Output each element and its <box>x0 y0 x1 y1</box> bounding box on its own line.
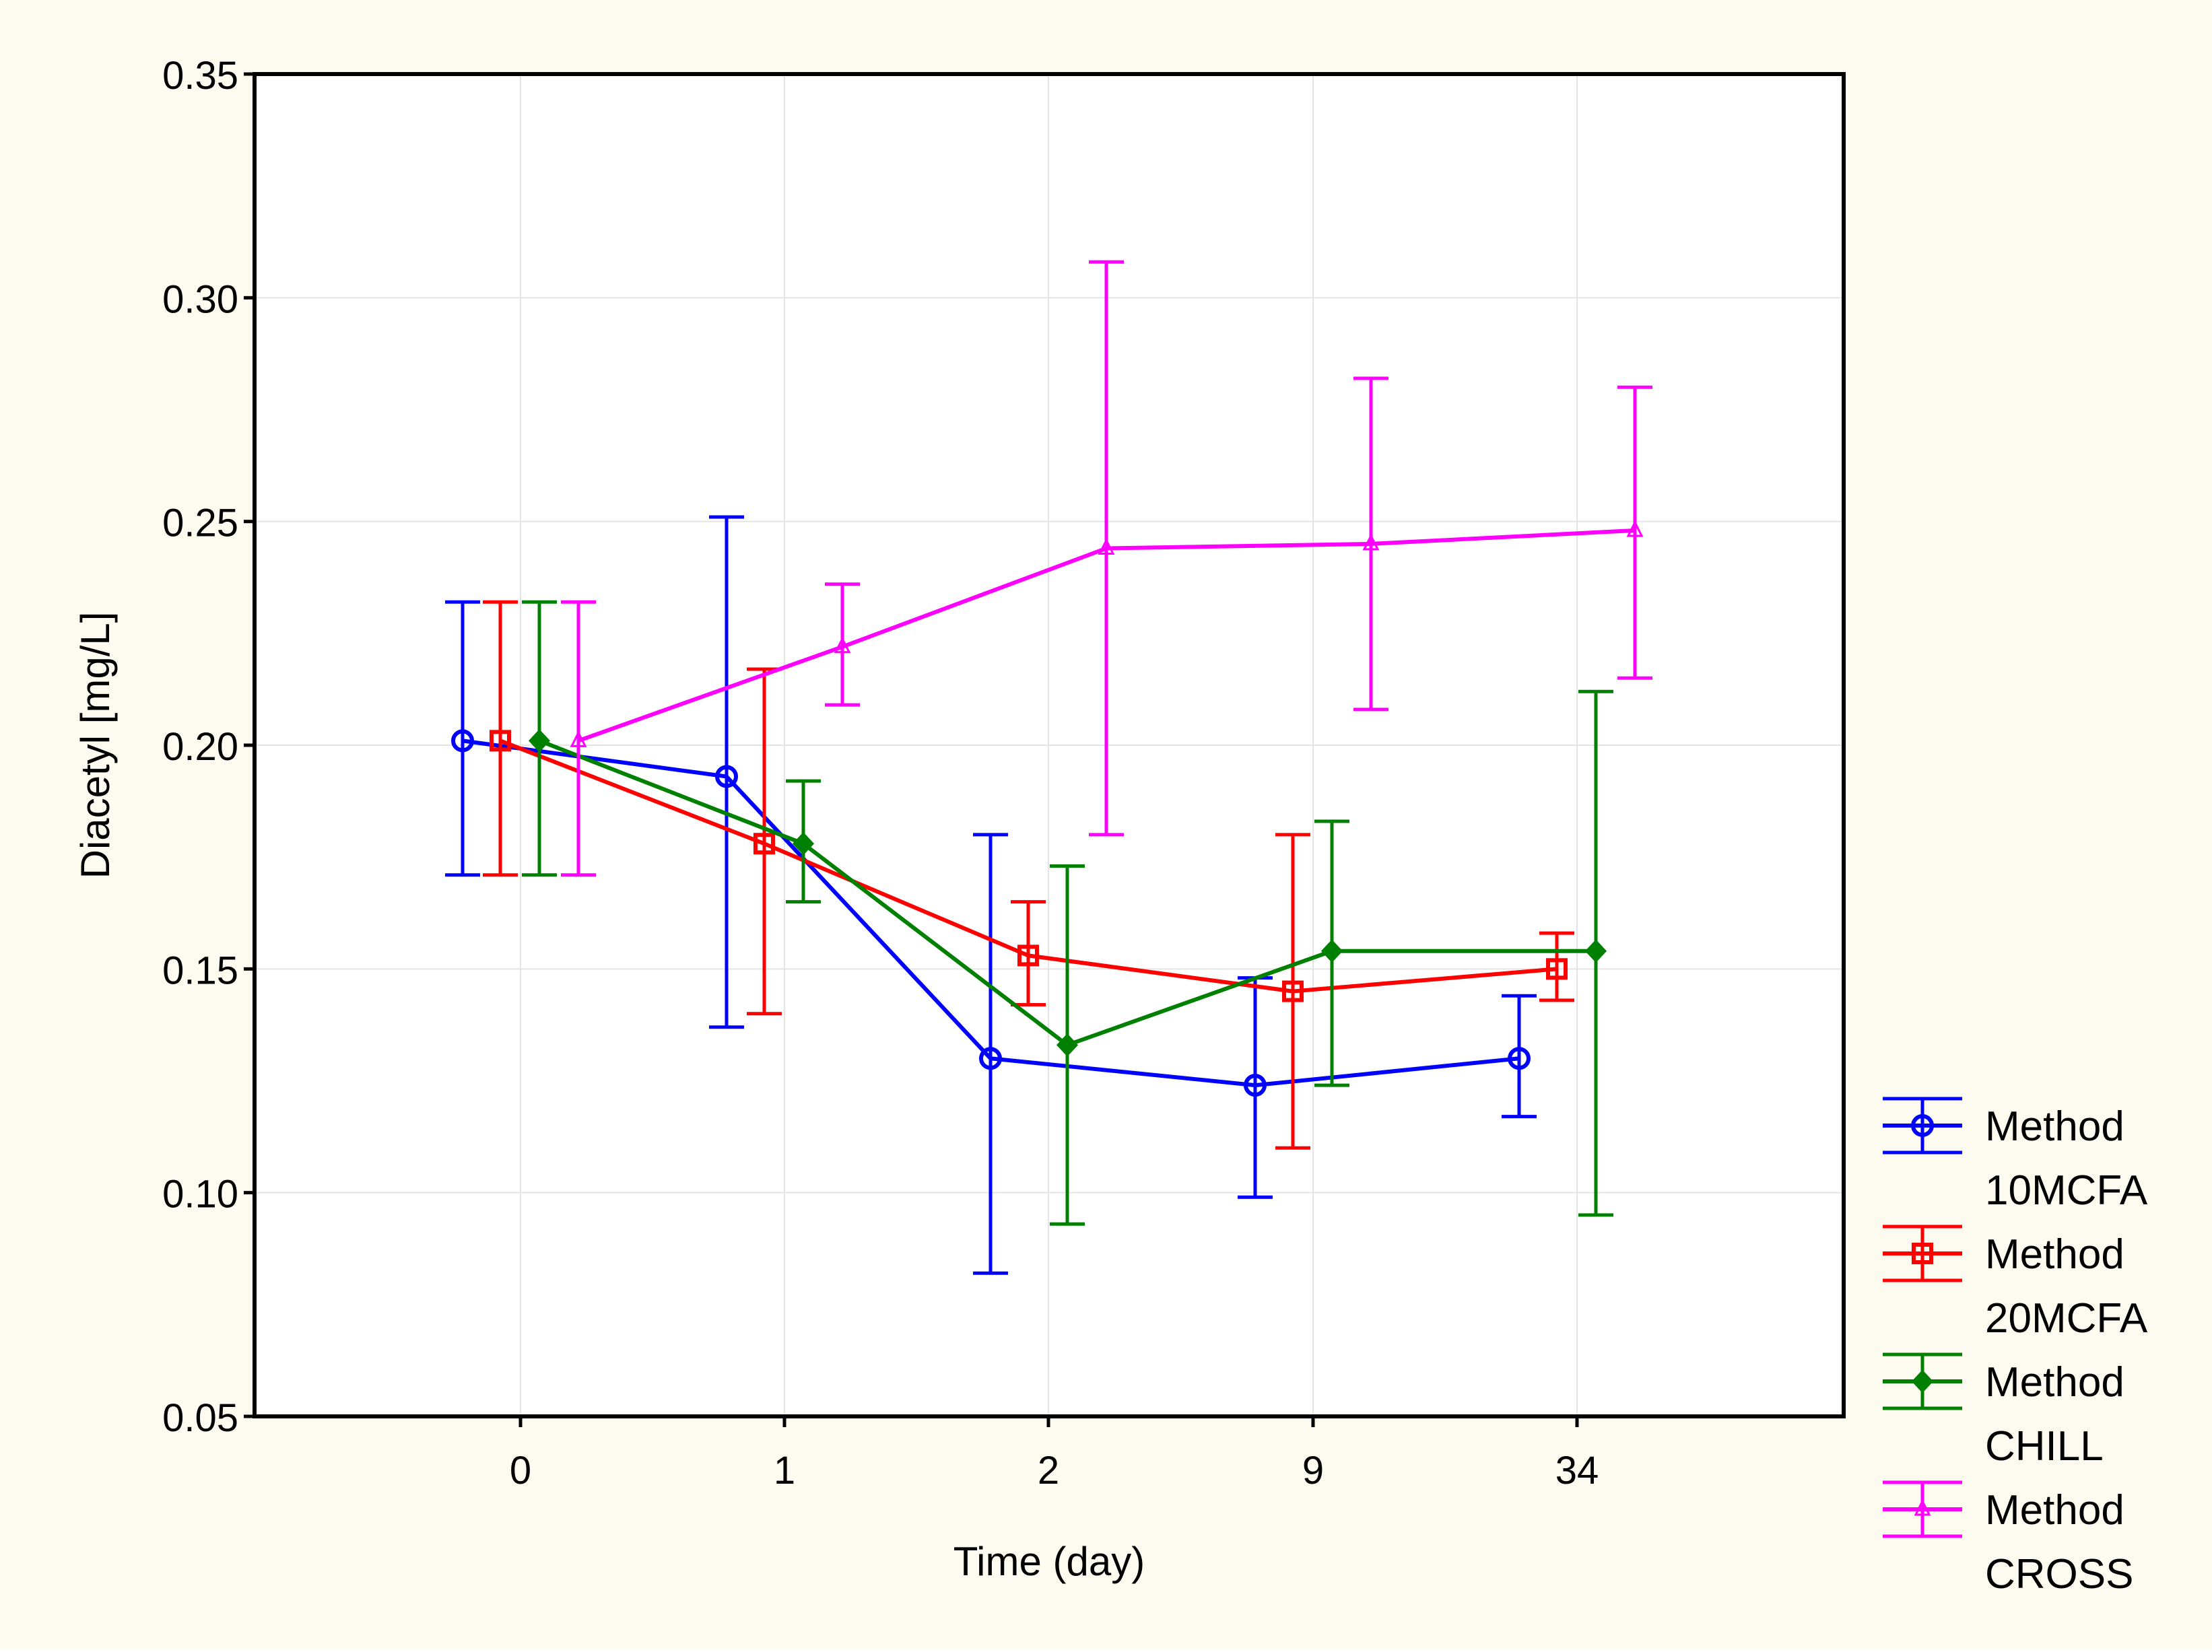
y-tick-label: 0.35 <box>162 54 238 98</box>
series-line <box>499 738 1557 994</box>
x-tick-label: 2 <box>1038 1449 1059 1492</box>
data-point <box>834 636 851 654</box>
data-point <box>753 833 775 855</box>
x-axis-ticks: 0 1 2 9 34 <box>510 1416 1599 1492</box>
legend-item-chill: Method CHILL <box>1883 1352 2124 1470</box>
legend-label-line1: Method <box>1985 1487 2124 1534</box>
series-line <box>462 738 1520 1088</box>
legend-marker <box>1911 1114 1934 1137</box>
data-point <box>490 730 511 752</box>
legend-label-line2: CROSS <box>1985 1551 2133 1597</box>
series-cross <box>561 260 1652 877</box>
data-point <box>1584 939 1607 963</box>
data-point <box>1362 533 1380 551</box>
y-tick-label: 0.05 <box>162 1396 238 1440</box>
legend-label-line2: 20MCFA <box>1985 1295 2148 1342</box>
data-point <box>1244 1074 1267 1097</box>
x-tick-label: 1 <box>774 1449 795 1492</box>
x-tick-label: 34 <box>1555 1449 1599 1492</box>
data-point <box>1626 520 1644 537</box>
x-tick-label: 0 <box>510 1449 531 1492</box>
legend-label-line1: Method <box>1985 1103 2124 1150</box>
legend: Method10MCFAMethod20MCFAMethodCHILLMetho… <box>1883 1097 2148 1597</box>
grid-lines <box>255 74 1844 1416</box>
legend-item-20mcfa: Method 20MCFA <box>1883 1225 2148 1342</box>
series-layer <box>445 260 1652 1275</box>
data-point <box>1098 538 1115 555</box>
data-point <box>1320 939 1343 963</box>
data-point <box>570 730 587 747</box>
x-axis-title: Time (day) <box>953 1539 1145 1584</box>
data-point <box>1282 980 1304 1002</box>
data-point <box>1017 944 1039 967</box>
legend-label-line1: Method <box>1985 1359 2124 1406</box>
data-point <box>528 729 551 753</box>
x-tick-label: 9 <box>1302 1449 1324 1492</box>
data-point <box>792 832 815 856</box>
data-point <box>451 729 474 753</box>
legend-label-line1: Method <box>1985 1231 2124 1278</box>
series-chill <box>522 600 1613 1226</box>
y-tick-label: 0.25 <box>162 502 238 545</box>
data-point <box>979 1047 1002 1070</box>
legend-item-10mcfa: Method 10MCFA <box>1883 1097 2148 1214</box>
data-point <box>715 765 738 788</box>
data-point <box>1508 1047 1531 1070</box>
y-tick-label: 0.30 <box>162 277 238 321</box>
legend-label-line2: CHILL <box>1985 1423 2104 1470</box>
series-line <box>577 528 1636 743</box>
legend-item-cross: Method CROSS <box>1883 1480 2133 1597</box>
y-axis-title: Diacetyl [mg/L] <box>73 612 118 879</box>
legend-marker <box>1912 1243 1933 1264</box>
y-tick-label: 0.10 <box>162 1173 238 1216</box>
legend-label-line2: 10MCFA <box>1985 1167 2148 1214</box>
series-10mcfa <box>445 515 1537 1275</box>
data-point <box>1056 1033 1079 1057</box>
data-point <box>1546 958 1568 980</box>
y-tick-label: 0.15 <box>162 949 238 992</box>
y-axis-ticks: 0.05 0.10 0.15 0.20 0.25 0.30 0.35 <box>162 54 255 1440</box>
legend-marker <box>1914 1499 1931 1516</box>
y-tick-label: 0.20 <box>162 725 238 769</box>
legend-marker <box>1911 1369 1934 1393</box>
